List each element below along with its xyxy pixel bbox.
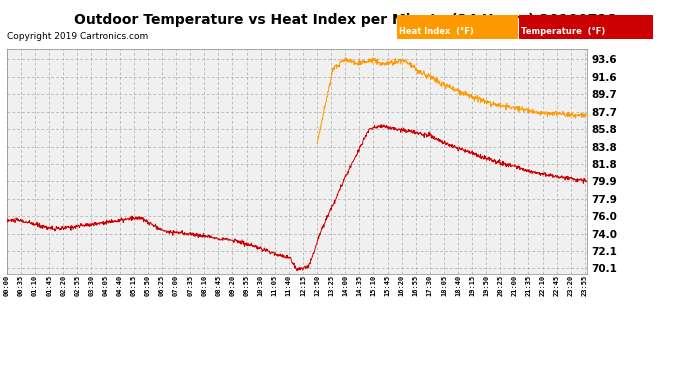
Text: Heat Index  (°F): Heat Index (°F): [399, 27, 473, 36]
Text: Temperature  (°F): Temperature (°F): [521, 27, 605, 36]
Text: Outdoor Temperature vs Heat Index per Minute (24 Hours) 20190718: Outdoor Temperature vs Heat Index per Mi…: [74, 13, 616, 27]
Text: Copyright 2019 Cartronics.com: Copyright 2019 Cartronics.com: [7, 32, 148, 41]
